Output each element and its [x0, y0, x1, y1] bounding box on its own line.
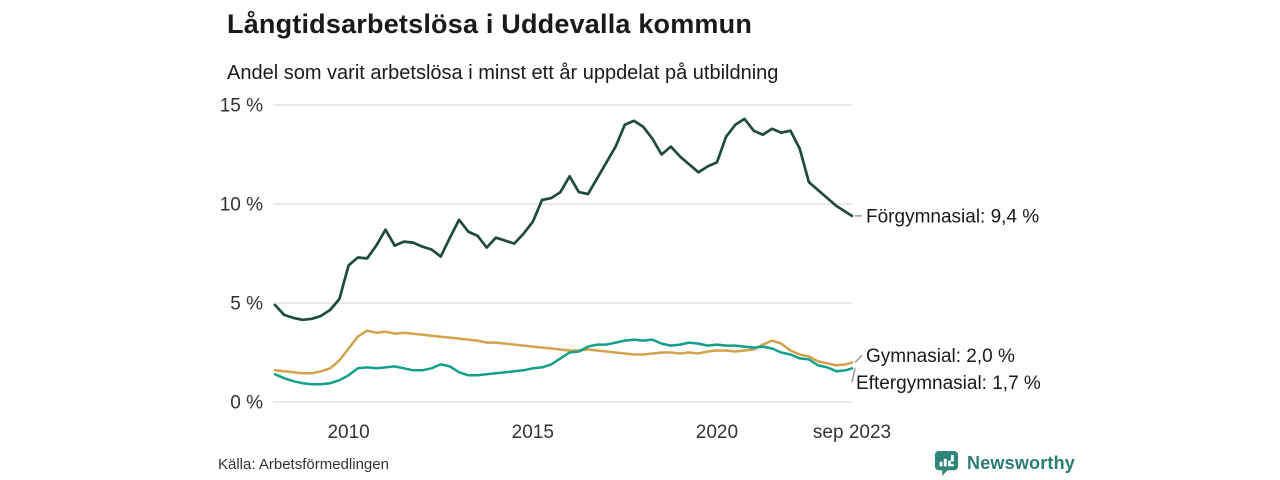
x-axis-label-2015: 2015	[512, 422, 554, 443]
newsworthy-brand-name: Newsworthy	[967, 453, 1076, 473]
source-attribution: Källa: Arbetsförmedlingen	[218, 456, 389, 473]
y-axis-label-0: 0 %	[230, 393, 263, 414]
series-end-label-förgymnasial: Förgymnasial: 9,4 %	[866, 206, 1039, 227]
chart-subtitle: Andel som varit arbetslösa i minst ett å…	[227, 62, 779, 84]
newsworthy-brand: Newsworthy	[934, 450, 1075, 477]
series-end-label-eftergymnasial: Eftergymnasial: 1,7 %	[856, 373, 1041, 394]
x-axis-label-2020: 2020	[696, 422, 738, 443]
newsworthy-logo-icon	[934, 451, 959, 476]
label-connector-eftergymnasial	[851, 368, 856, 383]
y-axis-label-15: 15 %	[220, 96, 263, 117]
x-axis-label-2010: 2010	[327, 422, 369, 443]
x-axis-label-sep-2023: sep 2023	[813, 422, 891, 443]
series-end-label-gymnasial: Gymnasial: 2,0 %	[866, 346, 1015, 367]
line-förgymnasial	[273, 117, 854, 322]
y-axis-label-10: 10 %	[220, 195, 263, 216]
line-eftergymnasial	[273, 338, 854, 386]
y-axis-label-5: 5 %	[230, 294, 263, 315]
label-connector-gymnasial	[854, 354, 863, 363]
chart-title: Långtidsarbetslösa i Uddevalla kommun	[227, 9, 753, 39]
